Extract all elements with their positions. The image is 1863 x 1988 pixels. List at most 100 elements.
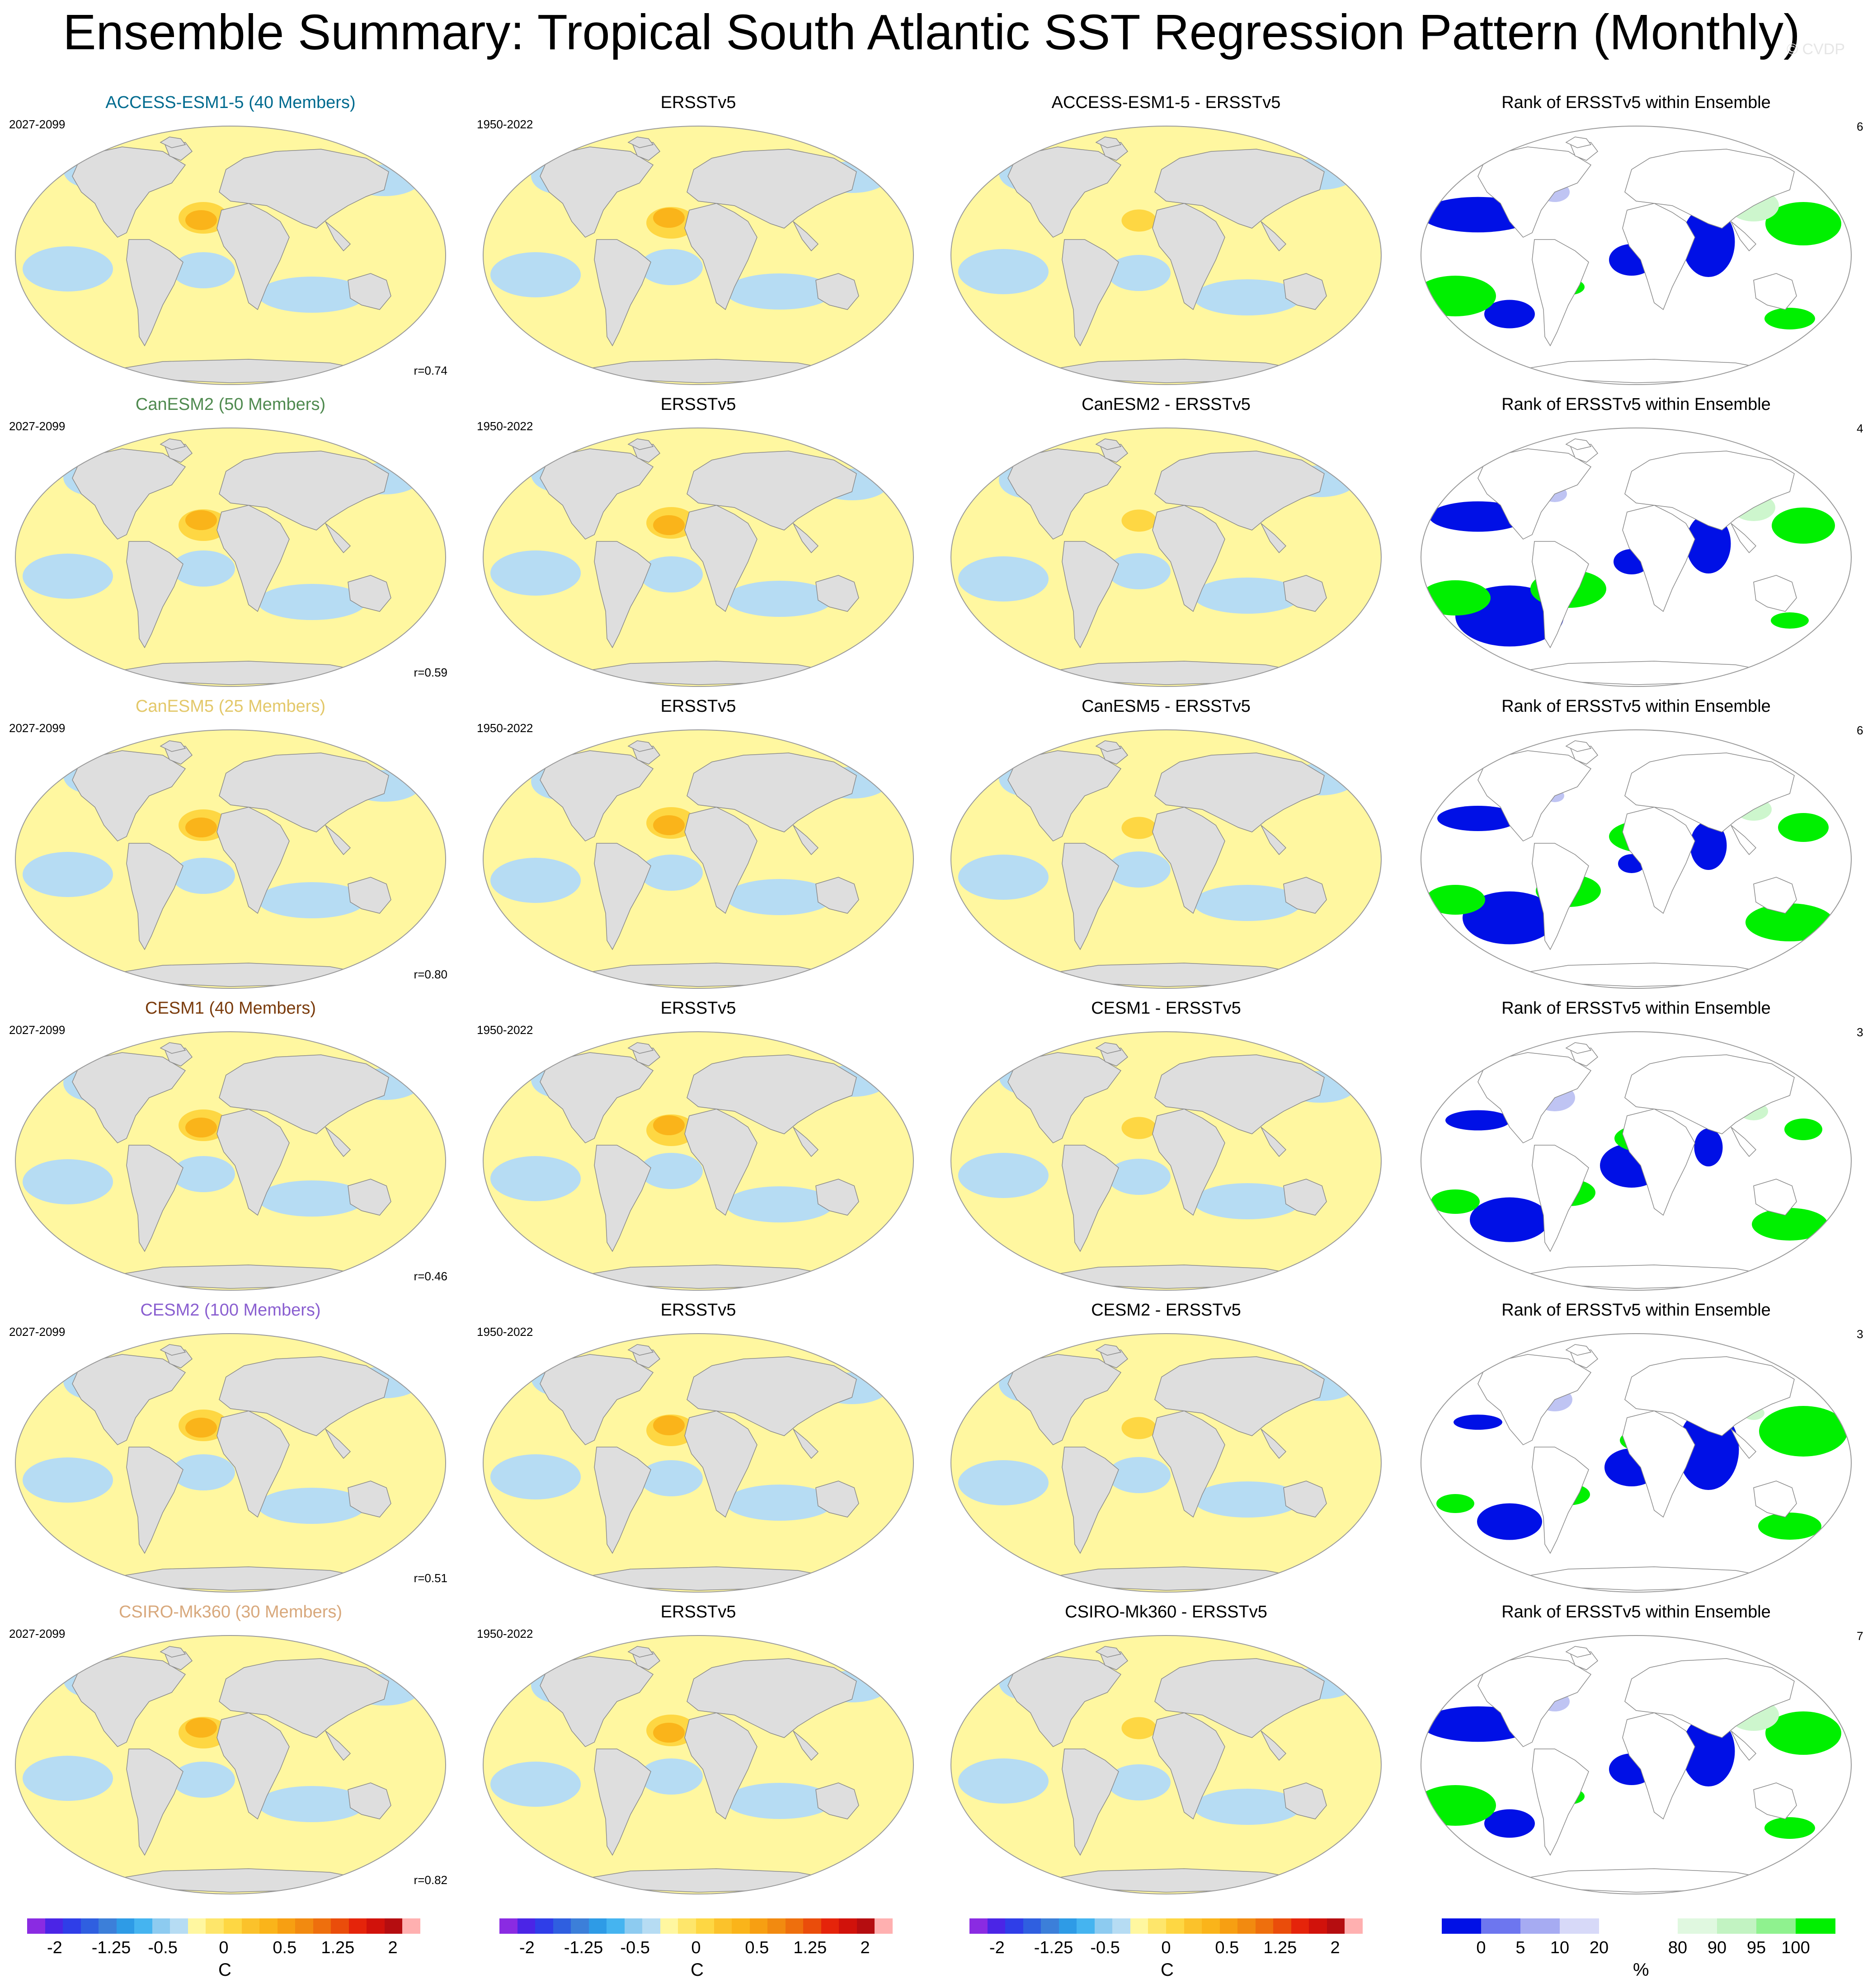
colorbar-swatch — [1094, 1918, 1113, 1934]
map-diff-1 — [950, 428, 1382, 687]
colorbar-swatch — [45, 1918, 63, 1934]
period-label: 2027-2099 — [9, 1023, 66, 1037]
map-obs-0 — [483, 126, 914, 385]
colorbar-tick-label: 2 — [388, 1938, 398, 1957]
colorbar-swatch — [1442, 1918, 1482, 1934]
colorbar-swatch — [987, 1918, 1006, 1934]
colorbar-tick-label: -2 — [47, 1938, 62, 1957]
colorbar-swatch — [80, 1918, 99, 1934]
colorbar-swatch — [553, 1918, 571, 1934]
colorbar-swatch — [367, 1918, 385, 1934]
colorbar-unit: C — [691, 1960, 704, 1980]
panel-title-obs: ERSSTv5 — [660, 999, 736, 1018]
rank-percent: 64% — [1856, 724, 1863, 737]
panel-title-obs: ERSSTv5 — [660, 395, 736, 414]
colorbar-tick-label: -1.25 — [1034, 1938, 1073, 1957]
map-diff-0 — [950, 126, 1382, 385]
map-diff-3 — [950, 1031, 1382, 1291]
panel-title-diff: CanESM2 - ERSSTv5 — [1082, 395, 1251, 414]
colorbar-swatch — [206, 1918, 224, 1934]
colorbar-swatch — [1255, 1918, 1274, 1934]
panel-title-diff: CESM1 - ERSSTv5 — [1091, 999, 1241, 1018]
panel-title-model: CESM1 (40 Members) — [145, 999, 316, 1018]
rank-percent: 66% — [1856, 120, 1863, 133]
colorbar-tick-label: 5 — [1515, 1938, 1525, 1957]
map-model-0 — [15, 126, 446, 385]
map-obs-2 — [483, 729, 914, 989]
colorbar-swatch — [969, 1918, 988, 1934]
panel-title-obs: ERSSTv5 — [660, 93, 736, 112]
map-obs-3 — [483, 1031, 914, 1291]
colorbar-tick-label: 0.5 — [745, 1938, 769, 1957]
colorbar-swatch — [27, 1918, 46, 1934]
panel-title-diff: CSIRO-Mk360 - ERSSTv5 — [1065, 1603, 1267, 1621]
colorbar-swatch — [1148, 1918, 1167, 1934]
colorbar-swatch — [1638, 1918, 1678, 1934]
colorbar-swatch — [839, 1918, 857, 1934]
colorbar-tick-label: 2 — [1330, 1938, 1340, 1957]
colorbar-swatch — [116, 1918, 135, 1934]
colorbar-tick-label: -2 — [519, 1938, 535, 1957]
colorbar-swatch — [767, 1918, 786, 1934]
rank-percent: 33% — [1856, 1327, 1863, 1341]
colorbar-swatch — [152, 1918, 170, 1934]
period-label: 1950-2022 — [477, 419, 533, 433]
colorbar-swatch — [1023, 1918, 1041, 1934]
colorbar-swatch — [259, 1918, 278, 1934]
colorbar-swatch — [1520, 1918, 1560, 1934]
map-rank-5 — [1421, 1635, 1852, 1894]
colorbar-tick-label: 20 — [1589, 1938, 1609, 1957]
colorbar-swatch — [749, 1918, 768, 1934]
map-model-3 — [15, 1031, 446, 1291]
colorbar-tick-label: 1.25 — [321, 1938, 355, 1957]
colorbar-tick-label: 1.25 — [793, 1938, 827, 1957]
colorbar-swatch — [624, 1918, 643, 1934]
colorbar-swatch — [1756, 1918, 1796, 1934]
period-label: 2027-2099 — [9, 1627, 66, 1640]
colorbar-swatch — [1077, 1918, 1095, 1934]
colorbar-swatch — [134, 1918, 153, 1934]
panel-title-diff: CESM2 - ERSSTv5 — [1091, 1301, 1241, 1320]
colorbar-swatch — [714, 1918, 732, 1934]
colorbar-swatch — [660, 1918, 678, 1934]
period-label: 2027-2099 — [9, 419, 66, 433]
colorbar-tick-label: 1.25 — [1263, 1938, 1297, 1957]
colorbar-swatch — [313, 1918, 331, 1934]
colorbar-tick-label: -1.25 — [91, 1938, 131, 1957]
panel-title-obs: ERSSTv5 — [660, 1301, 736, 1320]
rank-percent: 32% — [1856, 1025, 1863, 1039]
colorbar-swatch — [1273, 1918, 1292, 1934]
map-obs-5 — [483, 1635, 914, 1894]
watermark: © CVDP — [1787, 41, 1845, 58]
pattern-correlation: r=0.51 — [414, 1571, 447, 1585]
colorbar-tick-label: 90 — [1707, 1938, 1727, 1957]
map-rank-2 — [1421, 729, 1852, 989]
colorbar-swatch — [1166, 1918, 1185, 1934]
colorbar-swatch — [348, 1918, 367, 1934]
colorbar-swatch — [331, 1918, 349, 1934]
colorbar-swatch — [224, 1918, 242, 1934]
colorbar-unit: % — [1633, 1960, 1649, 1980]
colorbar-swatch — [1327, 1918, 1345, 1934]
colorbar-swatch — [1184, 1918, 1202, 1934]
colorbar-swatch — [188, 1918, 206, 1934]
colorbar-tick-label: -0.5 — [1090, 1938, 1120, 1957]
map-obs-1 — [483, 428, 914, 687]
colorbar-swatch — [170, 1918, 188, 1934]
colorbar-tick-label: 80 — [1668, 1938, 1688, 1957]
colorbar-tick-label: -1.25 — [564, 1938, 603, 1957]
colorbar-swatch — [1560, 1918, 1600, 1934]
map-rank-3 — [1421, 1031, 1852, 1291]
colorbar-swatch — [1041, 1918, 1059, 1934]
map-model-4 — [15, 1333, 446, 1593]
colorbar-tick-label: 2 — [860, 1938, 870, 1957]
figure-title: Ensemble Summary: Tropical South Atlanti… — [63, 5, 1800, 60]
colorbar-swatch — [607, 1918, 625, 1934]
panel-title-diff: CanESM5 - ERSSTv5 — [1082, 697, 1251, 716]
panel-title-rank: Rank of ERSSTv5 within Ensemble — [1501, 1603, 1771, 1621]
period-label: 1950-2022 — [477, 1023, 533, 1037]
pattern-correlation: r=0.59 — [414, 666, 447, 679]
colorbar-swatch — [295, 1918, 314, 1934]
colorbar-swatch — [402, 1918, 421, 1934]
colorbar-swatch — [875, 1918, 893, 1934]
